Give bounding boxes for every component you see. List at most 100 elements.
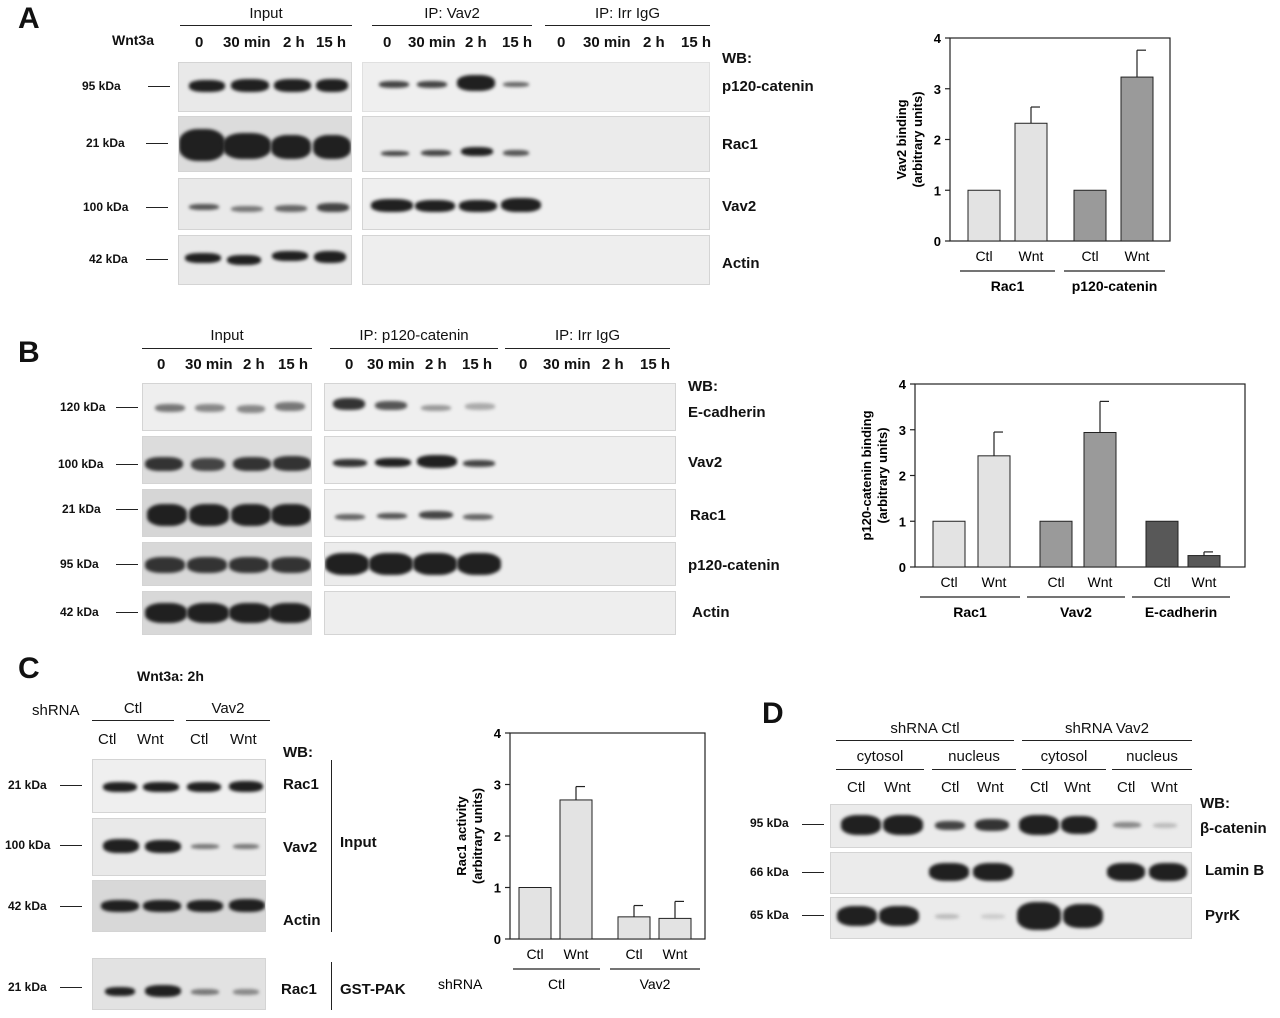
panel-b-tp-irr-3: 15 h: [640, 356, 671, 373]
panel-a-tp-vav-2: 2 h: [465, 34, 487, 51]
bar: [1014, 122, 1048, 242]
panel-b-tp-input-0: 0: [157, 356, 166, 373]
x-tick-label: Ctl: [1081, 248, 1098, 264]
x-tick-label: Wnt: [1125, 248, 1150, 264]
panel-a-group-input: Input: [249, 5, 283, 22]
bar: [617, 916, 651, 940]
panel-a-group-ip-irr: IP: Irr IgG: [594, 5, 660, 22]
panel-c-wb-rac1-pak: Rac1: [281, 981, 317, 998]
panel-d-lane-2: Wnt: [884, 779, 911, 796]
bar: [1145, 520, 1179, 568]
panel-d-fraction-2: nucleus: [948, 748, 1000, 765]
panel-a-tp-input-0: 0: [195, 34, 204, 51]
bar: [1187, 555, 1221, 568]
blot-a-ip-actin: [362, 235, 710, 285]
panel-a-wb-rac1: Rac1: [722, 136, 758, 153]
y-tick-label: 4: [899, 377, 907, 392]
y-tick-label: 0: [494, 932, 501, 947]
blot-a-ip-vav2: [362, 178, 710, 230]
panel-b-wb-label: WB:: [688, 378, 718, 395]
blot-b-input-p120: [142, 542, 312, 586]
panel-b-wb-rac1: Rac1: [690, 507, 726, 524]
y-tick-label: 0: [934, 234, 941, 249]
chart-c: 0 1 2 3 4 Rac1 activity (arbitrary units) Ctl Wn…: [438, 726, 706, 992]
blot-b-ip-p120: [324, 542, 676, 586]
panel-d-lane-7: Ctl: [1117, 779, 1136, 796]
panel-b-kda-2: 100 kDa: [58, 457, 104, 471]
blot-d-bcat: [830, 804, 1192, 848]
bar: [518, 887, 552, 940]
bar: [559, 799, 593, 940]
panel-a-tp-irr-0: 0: [557, 34, 566, 51]
blot-b-ip-vav2: [324, 436, 676, 484]
y-tick-label: 0: [899, 560, 906, 575]
panel-b-tp-ip-2: 2 h: [425, 356, 447, 373]
panel-b-wb-p120: p120-catenin: [688, 557, 780, 574]
chart-a: 0 1 2 3 4 Vav2 binding (arbitrary units) Ctl Wnt…: [894, 31, 1171, 294]
blot-b-input-ecad: [142, 383, 312, 431]
panel-d-fraction-4: nucleus: [1126, 748, 1178, 765]
x-tick-label: Ctl: [1153, 574, 1170, 590]
panel-c-bracket-gstpak: GST-PAK: [340, 981, 406, 998]
panel-b-group-input: Input: [210, 327, 244, 344]
panel-a-tp-vav-1: 30 min: [408, 34, 456, 51]
panel-b-tp-irr-0: 0: [519, 356, 528, 373]
y-axis-label: Vav2 binding: [894, 99, 909, 179]
x-tick-label: Wnt: [982, 574, 1007, 590]
panel-a-kda-2: 21 kDa: [86, 136, 125, 150]
panel-d-group-vav2: shRNA Vav2: [1065, 720, 1149, 737]
bar: [967, 189, 1001, 242]
bar: [1039, 520, 1073, 568]
group-label: Rac1: [953, 604, 987, 620]
panel-d-lane-5: Ctl: [1030, 779, 1049, 796]
x-tick-label: Ctl: [1047, 574, 1064, 590]
group-label: Vav2: [640, 976, 671, 992]
chart-b: 0 1 2 3 4 p120-catenin binding (arbitrary unit…: [859, 377, 1246, 620]
blot-d-pyrk: [830, 897, 1192, 939]
x-tick-label: Wnt: [1019, 248, 1044, 264]
blot-b-ip-actin: [324, 591, 676, 635]
panel-a-wb-p120: p120-catenin: [722, 78, 814, 95]
x-tick-label: Ctl: [975, 248, 992, 264]
x-prefix-label: shRNA: [438, 976, 483, 992]
y-axis-label: (arbitrary units): [910, 91, 925, 187]
x-tick-label: Ctl: [526, 946, 543, 962]
panel-c-wb-vav2: Vav2: [283, 839, 318, 856]
blot-b-input-rac1: [142, 489, 312, 537]
panel-c-kda-1: 21 kDa: [8, 778, 47, 792]
panel-d-kda-3: 65 kDa: [750, 908, 789, 922]
chart-a-group: 0 1 2 3 4 Vav2 binding (arbitrary units) Ctl Wnt…: [894, 31, 1171, 294]
blot-b-ip-ecad: [324, 383, 676, 431]
panel-d-lane-3: Ctl: [941, 779, 960, 796]
panel-a-kda-4: 42 kDa: [89, 252, 128, 266]
panel-c-group-ctl: Ctl: [123, 700, 143, 717]
panel-b-tp-irr-1: 30 min: [543, 356, 591, 373]
panel-b-group-ip-irr: IP: Irr IgG: [554, 327, 620, 344]
panel-b-tp-input-2: 2 h: [243, 356, 265, 373]
panel-b-kda-4: 95 kDa: [60, 557, 99, 571]
panel-d-lane-6: Wnt: [1064, 779, 1091, 796]
blot-b-input-actin: [142, 591, 312, 635]
panel-a-wb-actin: Actin: [722, 255, 760, 272]
panel-b-tp-input-3: 15 h: [278, 356, 309, 373]
panel-d-wb-label: WB:: [1200, 795, 1230, 812]
blot-a-input-vav2: [178, 178, 352, 230]
panel-d-wb-bcat: β-catenin: [1200, 820, 1267, 837]
bar: [1083, 431, 1117, 568]
panel-d-kda-1: 95 kDa: [750, 816, 789, 830]
panel-a-group-ip-vav2: IP: Vav2: [424, 5, 480, 22]
blot-a-ip-p120: [362, 62, 710, 112]
blot-b-input-vav2: [142, 436, 312, 484]
x-tick-label: Ctl: [940, 574, 957, 590]
panel-a-tp-input-3: 15 h: [316, 34, 347, 51]
panel-b-tp-input-1: 30 min: [185, 356, 233, 373]
panel-a-kda-1: 95 kDa: [82, 79, 121, 93]
panel-c-kda-2: 100 kDa: [5, 838, 51, 852]
panel-a-tp-irr-1: 30 min: [583, 34, 631, 51]
x-tick-label: Wnt: [663, 946, 688, 962]
chart-b-group: 0 1 2 3 4 p120-catenin binding (arbitrary unit…: [859, 377, 1246, 620]
bar: [977, 455, 1011, 568]
panel-d-kda-2: 66 kDa: [750, 865, 789, 879]
blot-c-vav2: [92, 818, 266, 876]
panel-b-wb-vav2: Vav2: [688, 454, 723, 471]
